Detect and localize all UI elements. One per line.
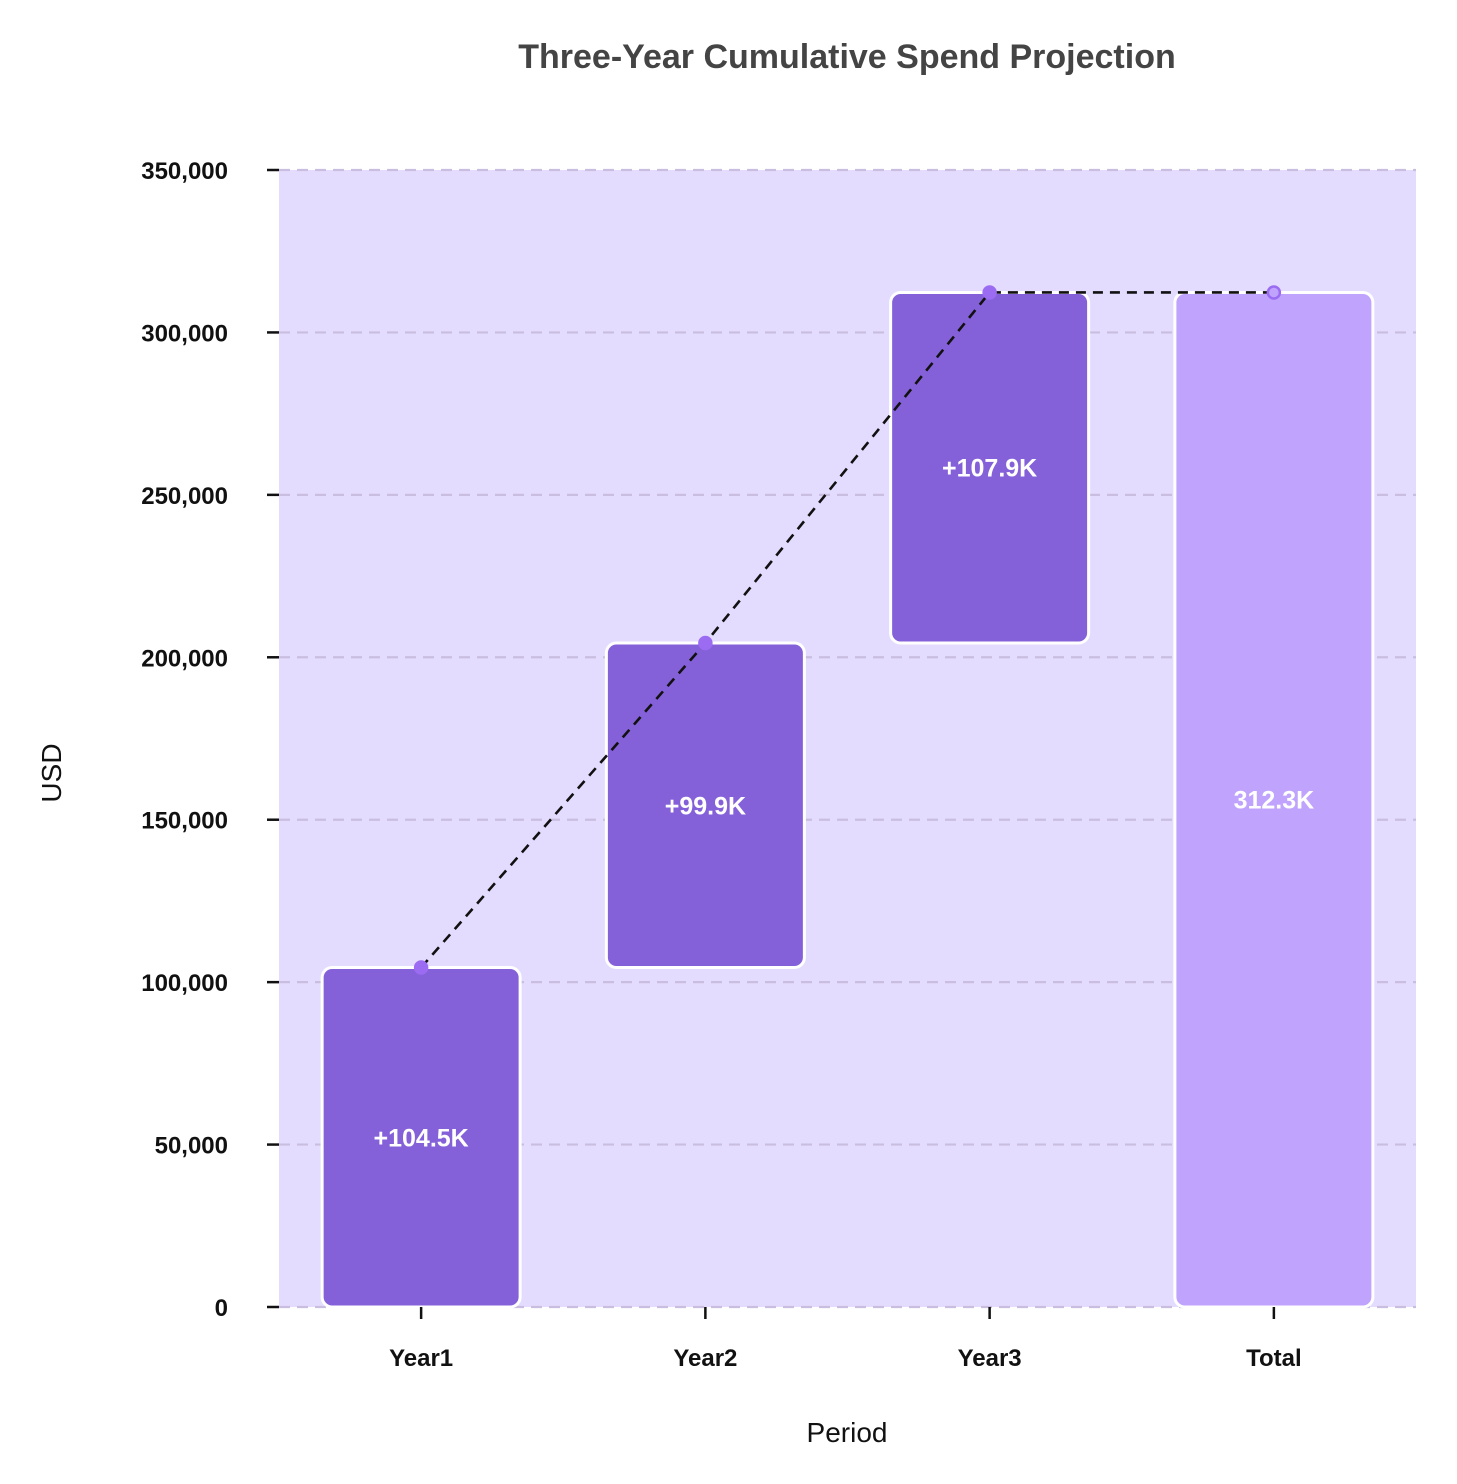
marker-year3: [982, 285, 997, 300]
y-axis-label: USD: [36, 743, 67, 802]
y-tick-label: 300,000: [141, 320, 228, 347]
x-tick-label: Year3: [958, 1345, 1022, 1372]
marker-year1: [413, 960, 429, 975]
y-tick-label: 0: [215, 1295, 228, 1322]
y-axis: 0 50,000 100,000 150,000 200,000 250,000 300,0…: [141, 158, 279, 1322]
x-tick-label: Total: [1246, 1345, 1302, 1372]
bar-label: +99.9K: [665, 792, 746, 820]
y-tick-label: 100,000: [141, 970, 228, 997]
connector-line: [420, 291, 1274, 969]
bar-label: 312.3K: [1234, 787, 1315, 815]
x-tick-label: Year2: [673, 1345, 737, 1372]
marker-total: [1266, 285, 1282, 300]
y-tick-label: 250,000: [141, 483, 228, 510]
marker-year2: [698, 635, 713, 651]
markers: [413, 285, 1282, 975]
x-axis: Year1 Year2 Year3 Total: [389, 1307, 1302, 1372]
bar-label: +107.9K: [942, 455, 1037, 483]
x-axis-label: Period: [807, 1417, 888, 1448]
y-tick-label: 350,000: [141, 158, 228, 185]
y-tick-label: 50,000: [155, 1133, 228, 1160]
connector-lines: [420, 291, 1274, 969]
chart-title: Three-Year Cumulative Spend Projection: [518, 38, 1176, 76]
y-tick-label: 200,000: [141, 645, 228, 672]
bar-labels: +104.5K +99.9K +107.9K 312.3K: [374, 455, 1315, 1153]
y-tick-label: 150,000: [141, 808, 228, 835]
x-tick-label: Year1: [389, 1345, 453, 1372]
bar-label: +104.5K: [374, 1124, 469, 1152]
